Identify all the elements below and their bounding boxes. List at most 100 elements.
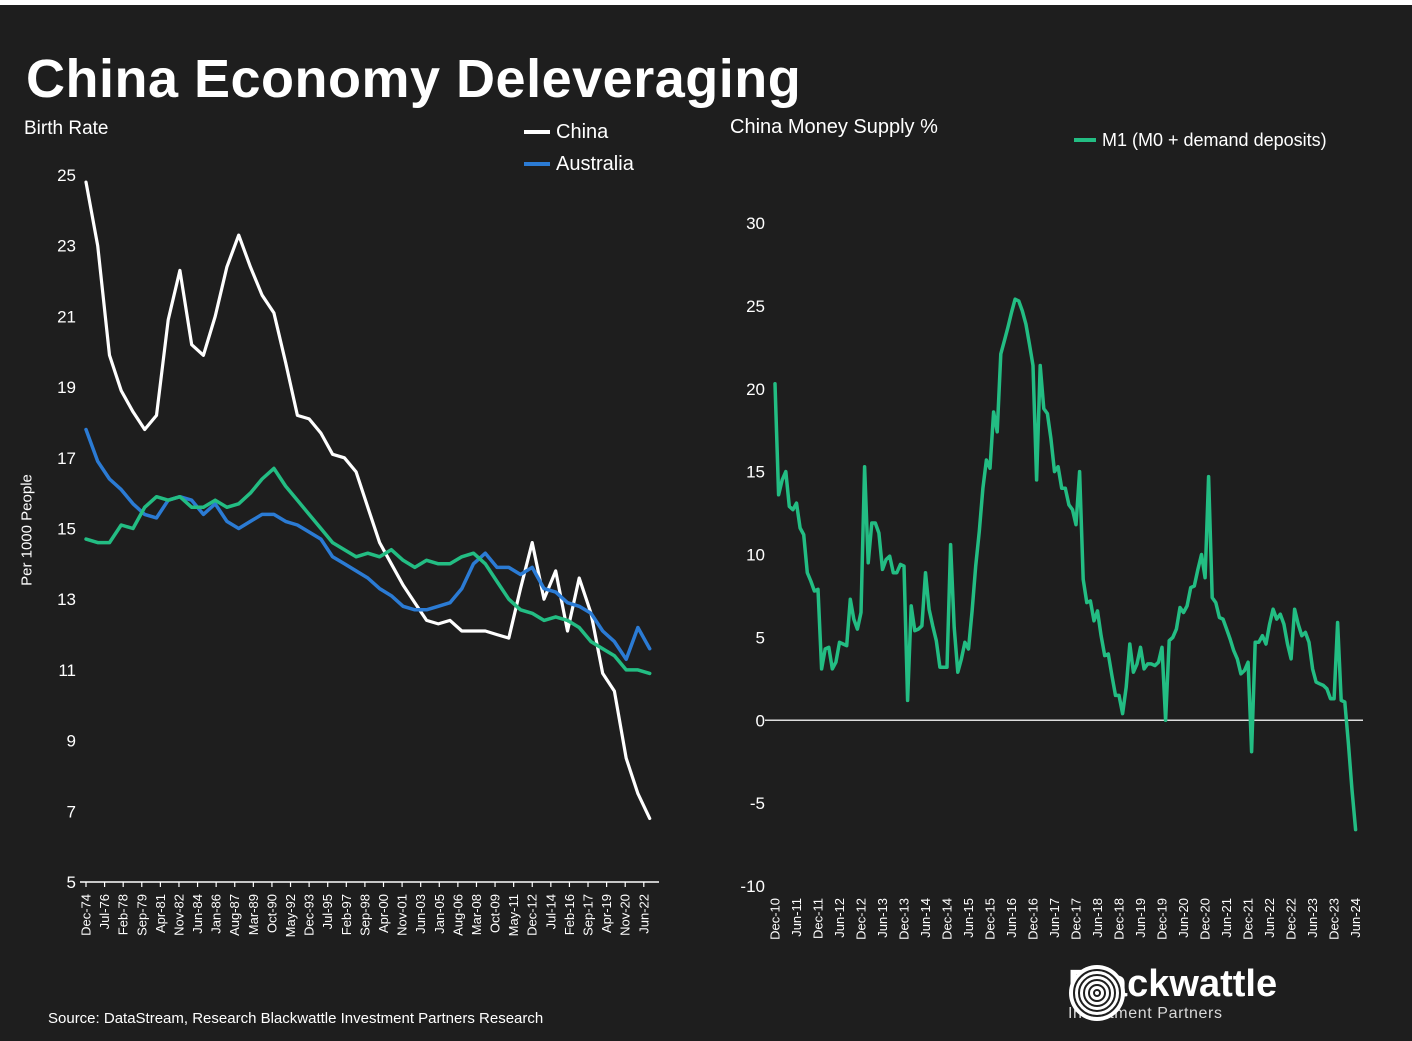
m1-line-swatch xyxy=(1074,138,1096,142)
x-tick-label: Jun-24 xyxy=(1348,898,1363,938)
x-tick-label: Nov-82 xyxy=(172,894,187,936)
x-tick-label: Dec-19 xyxy=(1155,898,1170,940)
y-tick-label: 19 xyxy=(57,378,76,397)
x-tick-label: Dec-20 xyxy=(1198,898,1213,940)
birth-rate-chart: Birth Rate China Australia Per 1000 Peop… xyxy=(0,0,700,960)
x-tick-label: Jun-18 xyxy=(1090,898,1105,938)
legend-item-m1: M1 (M0 + demand deposits) xyxy=(1074,124,1327,156)
y-tick-label: 11 xyxy=(58,661,76,680)
birth-rate-chart-title: Birth Rate xyxy=(24,118,109,139)
x-tick-label: Dec-12 xyxy=(525,894,540,936)
x-tick-label: Jun-15 xyxy=(961,898,976,938)
y-tick-label: 25 xyxy=(57,166,76,185)
y-tick-label: 25 xyxy=(746,297,765,316)
y-tick-label: -10 xyxy=(740,877,765,896)
y-tick-label: 21 xyxy=(57,307,76,326)
x-tick-label: Dec-74 xyxy=(79,894,94,936)
y-tick-label: 15 xyxy=(57,520,76,539)
x-tick-label: Mar-08 xyxy=(469,894,484,935)
x-tick-label: Sep-17 xyxy=(581,894,596,936)
x-tick-label: Jun-17 xyxy=(1047,898,1062,938)
legend-item-australia: Australia xyxy=(524,148,634,180)
x-tick-label: Dec-17 xyxy=(1069,898,1084,940)
x-tick-label: Nov-20 xyxy=(618,894,633,936)
y-tick-label: -5 xyxy=(750,794,765,813)
y-tick-label: 13 xyxy=(57,590,76,609)
x-tick-label: Jan-86 xyxy=(209,894,224,934)
x-tick-label: Jun-23 xyxy=(1305,898,1320,938)
y-tick-label: 15 xyxy=(746,463,765,482)
blackwattle-logo-icon xyxy=(1069,965,1125,1021)
x-tick-label: Mar-89 xyxy=(246,894,261,935)
x-tick-label: Aug-06 xyxy=(450,894,465,936)
y-tick-label: 5 xyxy=(67,873,76,892)
x-tick-label: Oct-90 xyxy=(264,894,279,933)
x-tick-label: Nov-01 xyxy=(395,894,410,936)
source-note: Source: DataStream, Research Blackwattle… xyxy=(48,1010,544,1027)
y-tick-label: 30 xyxy=(746,214,765,233)
legend-item-china: China xyxy=(524,116,634,148)
y-tick-label: 10 xyxy=(746,546,765,565)
y-tick-label: 23 xyxy=(57,237,76,256)
x-tick-label: Sep-98 xyxy=(357,894,372,936)
x-tick-label: Dec-16 xyxy=(1026,898,1041,940)
x-tick-label: Apr-00 xyxy=(376,894,391,933)
x-tick-label: Jun-03 xyxy=(413,894,428,934)
x-tick-label: Aug-87 xyxy=(227,894,242,936)
australia-line-swatch xyxy=(524,162,550,166)
x-tick-label: Jun-11 xyxy=(789,898,804,937)
page-title: China Economy Deleveraging xyxy=(26,49,802,110)
series-line-m1-m0-demand-deposits xyxy=(773,297,1358,832)
x-tick-label: Jun-84 xyxy=(190,894,205,934)
x-tick-label: Jul-76 xyxy=(97,894,112,929)
x-tick-label: Feb-16 xyxy=(562,894,577,935)
x-tick-label: Jun-20 xyxy=(1176,898,1191,938)
y-tick-label: 9 xyxy=(67,732,76,751)
series-line-china xyxy=(84,180,652,821)
top-divider-rule xyxy=(0,0,1412,5)
money-supply-legend: M1 (M0 + demand deposits) xyxy=(1074,124,1327,156)
x-tick-label: Jan-05 xyxy=(432,894,447,934)
x-tick-label: May-11 xyxy=(506,894,521,936)
x-tick-label: Jul-14 xyxy=(543,894,558,929)
x-tick-label: Dec-14 xyxy=(940,898,955,940)
x-tick-label: Apr-81 xyxy=(153,894,168,933)
x-tick-label: Dec-23 xyxy=(1327,898,1342,940)
x-tick-label: Jun-14 xyxy=(918,898,933,938)
x-tick-label: Dec-13 xyxy=(897,898,912,940)
x-tick-label: Jun-21 xyxy=(1219,898,1234,938)
y-tick-label: 17 xyxy=(57,449,76,468)
x-tick-label: Jul-95 xyxy=(320,894,335,929)
x-tick-label: Dec-18 xyxy=(1112,898,1127,940)
x-tick-label: Dec-10 xyxy=(768,898,783,940)
x-tick-label: May-92 xyxy=(283,894,298,937)
x-tick-label: Jun-13 xyxy=(875,898,890,938)
birth-rate-legend: China Australia xyxy=(524,116,634,180)
x-tick-label: Dec-93 xyxy=(302,894,317,936)
money-supply-chart: China Money Supply % M1 (M0 + demand dep… xyxy=(700,0,1412,960)
x-tick-label: Jun-12 xyxy=(832,898,847,938)
legend-label-australia: Australia xyxy=(556,152,634,175)
legend-label-m1: M1 (M0 + demand deposits) xyxy=(1102,129,1327,150)
x-tick-label: Dec-21 xyxy=(1241,898,1256,940)
x-tick-label: Jun-22 xyxy=(1262,898,1277,938)
x-tick-label: Apr-19 xyxy=(599,894,614,933)
x-tick-label: Feb-97 xyxy=(339,894,354,935)
x-tick-label: Jun-19 xyxy=(1133,898,1148,938)
x-tick-label: Dec-11 xyxy=(811,898,826,939)
legend-label-china: China xyxy=(556,120,609,143)
x-tick-label: Dec-15 xyxy=(983,898,998,940)
x-tick-label: Sep-79 xyxy=(134,894,149,936)
y-tick-label: 0 xyxy=(756,711,765,730)
blackwattle-logo: Blackwattle Investment Partners xyxy=(1068,964,1277,1023)
series-line-green xyxy=(84,466,652,676)
money-supply-chart-title: China Money Supply % xyxy=(730,116,938,138)
china-line-swatch xyxy=(524,130,550,134)
x-tick-label: Dec-12 xyxy=(854,898,869,940)
x-tick-label: Dec-22 xyxy=(1284,898,1299,940)
y-tick-label: 7 xyxy=(67,802,76,821)
x-tick-label: Feb-78 xyxy=(116,894,131,935)
x-tick-label: Jun-16 xyxy=(1004,898,1019,938)
